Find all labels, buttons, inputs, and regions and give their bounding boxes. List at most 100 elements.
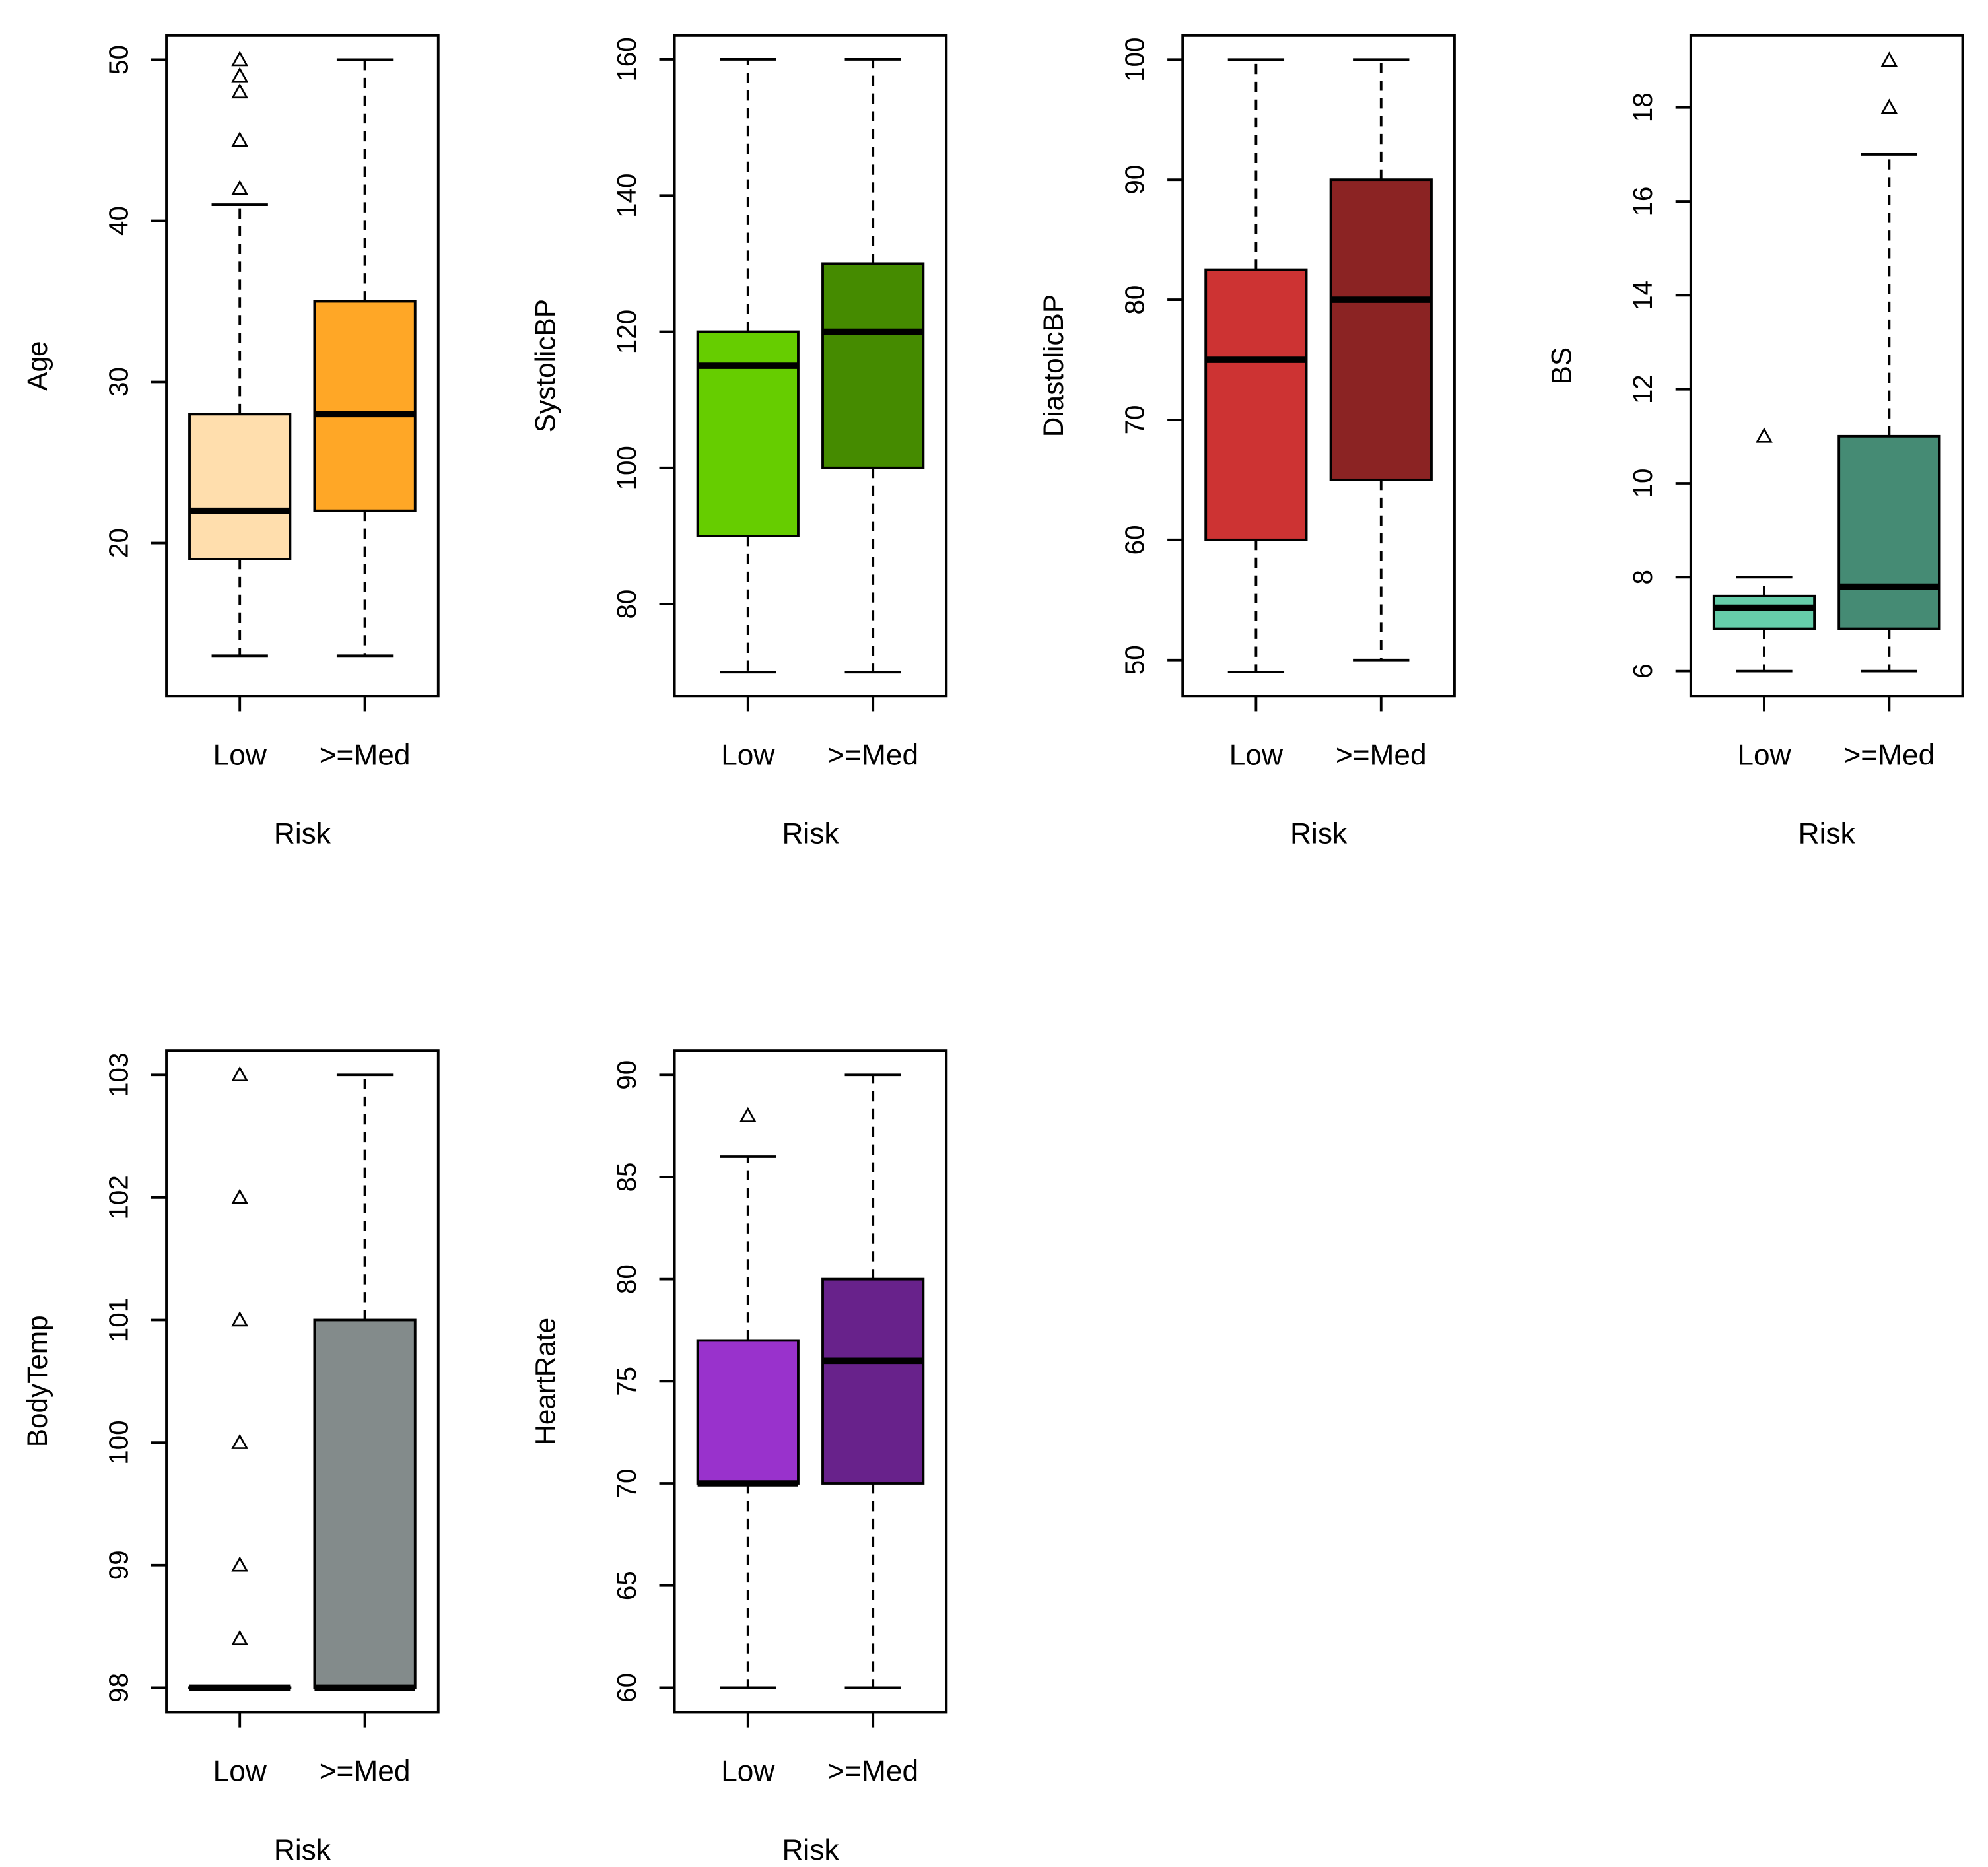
panel-heartrate: 60 65 70 75 80 85 90 HeartRate Low >=Med Risk: [530, 1049, 948, 1866]
box-body: [696, 330, 800, 537]
y-tick-label: 12: [1628, 374, 1658, 404]
category-label: >=Med: [827, 739, 918, 771]
y-tick-label: 102: [103, 1175, 133, 1219]
y-tick-label: 10: [1628, 469, 1658, 498]
y-tick-label: 75: [611, 1367, 642, 1396]
panel-diastolicbp: 50 60 70 80 90 100 DiastolicBP Low >=Med Risk: [1038, 34, 1456, 850]
y-axis-label: DiastolicBP: [1038, 294, 1069, 437]
y-tick-label: 50: [1120, 645, 1150, 675]
box-body: [821, 262, 925, 469]
plot-frame: [1689, 34, 1964, 698]
y-tick-label: 8: [1628, 570, 1658, 584]
box-body: [821, 1277, 925, 1485]
y-tick-label: 103: [103, 1053, 133, 1097]
category-label: >=Med: [827, 1755, 918, 1788]
outlier-point: [739, 1106, 757, 1122]
y-tick-label: 100: [103, 1420, 133, 1464]
y-tick-label: 70: [611, 1469, 642, 1499]
y-axis-label: HeartRate: [530, 1318, 561, 1445]
outlier-point: [231, 1188, 249, 1204]
x-axis-label: Risk: [274, 818, 331, 850]
y-tick-label: 120: [611, 310, 642, 354]
y-tick-label: 30: [103, 367, 133, 397]
y-tick-label: 16: [1628, 187, 1658, 217]
box-med: [1329, 58, 1433, 662]
plot-frame: [1181, 34, 1456, 698]
panel-bodytemp: 98 99 100 101 102 103 BodyTemp Low >=Med Risk: [22, 1049, 440, 1866]
box-med: [821, 58, 925, 674]
x-axis-label: Risk: [1799, 818, 1856, 850]
box-med: [821, 1073, 925, 1689]
outlier-point: [1880, 98, 1898, 114]
box-med: [1837, 51, 1941, 673]
outlier-point: [1756, 427, 1773, 443]
outlier-point: [231, 1066, 249, 1082]
y-tick-label: 40: [103, 206, 133, 236]
category-label: Low: [1229, 739, 1284, 771]
outlier-point: [231, 1311, 249, 1327]
y-tick-label: 100: [1120, 38, 1150, 82]
outlier-point: [1880, 51, 1898, 67]
y-tick-label: 100: [611, 446, 642, 490]
panel-systolicbp: 80 100 120 140 160 SystolicBP Low >=Med Risk: [530, 34, 948, 850]
y-tick-label: 90: [1120, 165, 1150, 195]
y-tick-label: 70: [1120, 405, 1150, 434]
y-tick-label: 98: [103, 1673, 133, 1703]
y-tick-label: 160: [611, 37, 642, 81]
y-tick-label: 90: [611, 1060, 642, 1090]
y-tick-label: 6: [1628, 663, 1658, 678]
outlier-point: [231, 180, 249, 195]
category-label: >=Med: [320, 1755, 411, 1788]
y-tick-label: 80: [611, 1264, 642, 1294]
box-body: [1204, 268, 1308, 541]
outlier-point: [231, 1629, 249, 1645]
y-axis-label: Age: [22, 341, 53, 390]
box-body: [696, 1339, 800, 1485]
plot-frame: [165, 34, 440, 698]
box-body: [313, 300, 417, 512]
y-tick-label: 50: [103, 45, 133, 75]
x-axis-label: Risk: [274, 1834, 331, 1866]
category-label: Low: [721, 1755, 775, 1788]
box-med: [313, 58, 417, 658]
box-body: [188, 413, 292, 560]
x-axis-label: Risk: [782, 1834, 839, 1866]
y-tick-label: 65: [611, 1571, 642, 1600]
box-med: [313, 1073, 417, 1691]
plot-frame: [165, 1049, 440, 1714]
y-tick-label: 80: [1120, 285, 1150, 315]
y-axis-label: SystolicBP: [530, 299, 561, 432]
category-label: >=Med: [1336, 739, 1427, 771]
box-body: [1837, 434, 1941, 630]
box-low: [696, 1106, 800, 1689]
x-axis-label: Risk: [782, 818, 839, 850]
outlier-point: [231, 131, 249, 147]
box-body: [1712, 594, 1816, 630]
box-body: [313, 1318, 417, 1689]
y-tick-label: 20: [103, 528, 133, 558]
box-low: [188, 51, 292, 658]
outlier-point: [231, 51, 249, 67]
box-low: [1204, 58, 1308, 673]
x-axis-label: Risk: [1290, 818, 1348, 850]
panel-bs: 6 8 10 12 14 16 18 BS Low >=Med Risk: [1546, 34, 1964, 850]
y-tick-label: 60: [611, 1673, 642, 1703]
panel-age: 20 30 40 50 Age Low >=Med Risk: [22, 34, 440, 850]
y-tick-label: 101: [103, 1298, 133, 1342]
y-tick-label: 18: [1628, 92, 1658, 122]
y-tick-label: 14: [1628, 281, 1658, 310]
outlier-point: [231, 1556, 249, 1572]
box-low: [696, 58, 800, 674]
outlier-point: [231, 1433, 249, 1449]
y-tick-label: 85: [611, 1162, 642, 1192]
category-label: Low: [213, 1755, 267, 1788]
y-tick-label: 80: [611, 590, 642, 619]
category-label: >=Med: [320, 739, 411, 771]
category-label: Low: [721, 739, 775, 771]
y-tick-label: 60: [1120, 525, 1150, 555]
box-low: [1712, 427, 1816, 673]
category-label: Low: [1737, 739, 1791, 771]
y-axis-label: BS: [1546, 347, 1577, 384]
y-tick-label: 140: [611, 174, 642, 218]
